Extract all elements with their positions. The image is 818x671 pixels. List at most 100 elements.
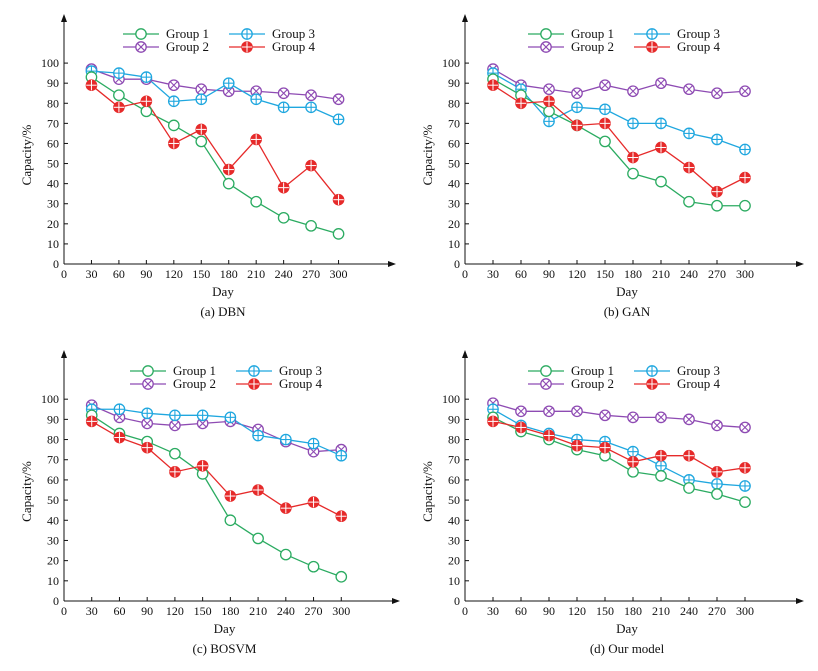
y-tick-label: 60 (448, 473, 460, 487)
x-tick-label: 270 (708, 267, 726, 281)
legend-swatch-marker (248, 365, 260, 377)
data-point-group-4 (515, 421, 527, 434)
data-point-group-2 (627, 85, 639, 98)
data-point-group-3 (279, 433, 292, 446)
legend: Group 1 Group 3 Group 2 Group 4 (123, 26, 315, 54)
data-point-group-4 (280, 502, 292, 514)
legend-label: Group 4 (677, 39, 720, 54)
y-tick-label: 100 (41, 56, 59, 70)
x-tick-label: 90 (543, 604, 555, 618)
data-point-group-4 (683, 161, 695, 174)
x-tick-label: 120 (568, 604, 586, 618)
data-point-group-4 (335, 510, 348, 523)
data-point-group-4 (307, 496, 320, 508)
y-tick-label: 30 (448, 533, 460, 547)
x-tick-label: 240 (680, 267, 698, 281)
data-point-group-1 (305, 219, 317, 232)
data-point-group-1 (222, 177, 235, 190)
data-point-group-2 (599, 409, 611, 422)
series-line-group-2 (91, 404, 342, 453)
x-tick-label: 210 (249, 604, 267, 618)
y-tick-label: 0 (53, 257, 59, 271)
data-point-group-1 (195, 135, 208, 148)
data-point-group-4 (224, 490, 237, 502)
x-tick-label: 60 (515, 267, 527, 281)
data-point-group-4 (332, 193, 345, 206)
legend: Group 1 Group 3 Group 2 Group 4 (130, 363, 322, 391)
series-line-group-1 (492, 78, 745, 207)
data-point-group-1 (739, 199, 751, 212)
data-point-group-2 (711, 419, 723, 432)
x-tick-label: 270 (302, 267, 320, 281)
y-tick-label: 0 (53, 594, 59, 608)
data-point-group-1 (252, 532, 264, 545)
legend-label: Group 2 (173, 376, 216, 391)
legend-swatch-marker (135, 28, 147, 40)
legend-swatch-marker (540, 41, 552, 53)
y-tick-label: 90 (448, 76, 460, 90)
legend-label: Group 2 (571, 39, 614, 54)
data-point-group-4 (195, 123, 208, 136)
legend-item-group-2: Group 2 (123, 39, 209, 54)
data-point-group-4 (571, 439, 583, 452)
legend-label: Group 3 (677, 26, 720, 41)
data-point-group-4 (711, 466, 723, 478)
panel-caption: (d) Our model (590, 641, 665, 656)
y-tick-label: 10 (47, 237, 59, 251)
legend-label: Group 3 (677, 363, 720, 378)
data-point-group-1 (627, 465, 639, 478)
legend-item-group-1: Group 1 (130, 363, 216, 378)
data-point-group-2 (543, 83, 555, 96)
data-point-group-4 (141, 441, 153, 454)
y-tick-label: 50 (448, 157, 460, 171)
x-tick-label: 300 (736, 604, 754, 618)
panel-caption: (c) BOSVM (193, 641, 257, 656)
y-tick-label: 100 (41, 392, 59, 406)
series-line-group-3 (492, 72, 746, 151)
x-tick-label: 180 (624, 267, 642, 281)
y-tick-label: 20 (448, 217, 460, 231)
legend-label: Group 1 (166, 26, 209, 41)
data-point-group-2 (305, 89, 317, 102)
data-point-group-3 (222, 77, 235, 90)
data-point-group-1 (224, 514, 237, 527)
data-point-group-3 (141, 407, 154, 420)
legend-swatch-marker (248, 378, 260, 390)
legend-item-group-3: Group 3 (634, 26, 720, 41)
y-tick-label: 10 (47, 574, 59, 588)
x-tick-label: 300 (736, 267, 754, 281)
y-tick-label: 70 (448, 116, 460, 130)
data-point-group-4 (196, 459, 209, 472)
x-axis-arrow (392, 598, 400, 604)
y-tick-label: 10 (448, 574, 460, 588)
chart-panel-4: 0 30 60 90 120 150 180 210 240 270 300 0 10 20 30 40 50 6… (420, 350, 804, 656)
y-tick-label: 100 (442, 56, 460, 70)
data-point-group-2 (655, 411, 667, 424)
data-point-group-4 (277, 181, 290, 194)
x-axis-title: Day (214, 621, 236, 636)
legend-item-group-4: Group 4 (229, 39, 315, 54)
chart-panel-2: 0 30 60 90 120 150 180 210 240 270 300 0 10 20 30 40 50 6… (420, 14, 804, 319)
y-axis-title: Capacity/% (420, 461, 435, 522)
series-line-group-1 (91, 414, 342, 578)
data-point-group-1 (655, 175, 667, 188)
data-point-group-4 (599, 117, 611, 130)
legend-label: Group 1 (571, 26, 614, 41)
data-point-group-3 (332, 113, 345, 126)
data-point-group-3 (683, 127, 695, 140)
x-tick-label: 120 (165, 267, 183, 281)
y-tick-label: 40 (448, 177, 460, 191)
data-point-group-1 (683, 195, 695, 208)
data-point-group-4 (655, 141, 667, 154)
data-point-group-3 (113, 67, 125, 79)
y-tick-label: 20 (47, 554, 59, 568)
data-point-group-3 (195, 93, 208, 106)
data-point-group-4 (543, 95, 555, 108)
y-tick-label: 40 (448, 513, 460, 527)
y-tick-label: 60 (47, 136, 59, 150)
y-tick-label: 50 (47, 157, 59, 171)
series-line-group-3 (91, 70, 339, 120)
legend-swatch-marker (646, 365, 658, 377)
legend-label: Group 1 (173, 363, 216, 378)
data-point-group-2 (739, 421, 751, 434)
